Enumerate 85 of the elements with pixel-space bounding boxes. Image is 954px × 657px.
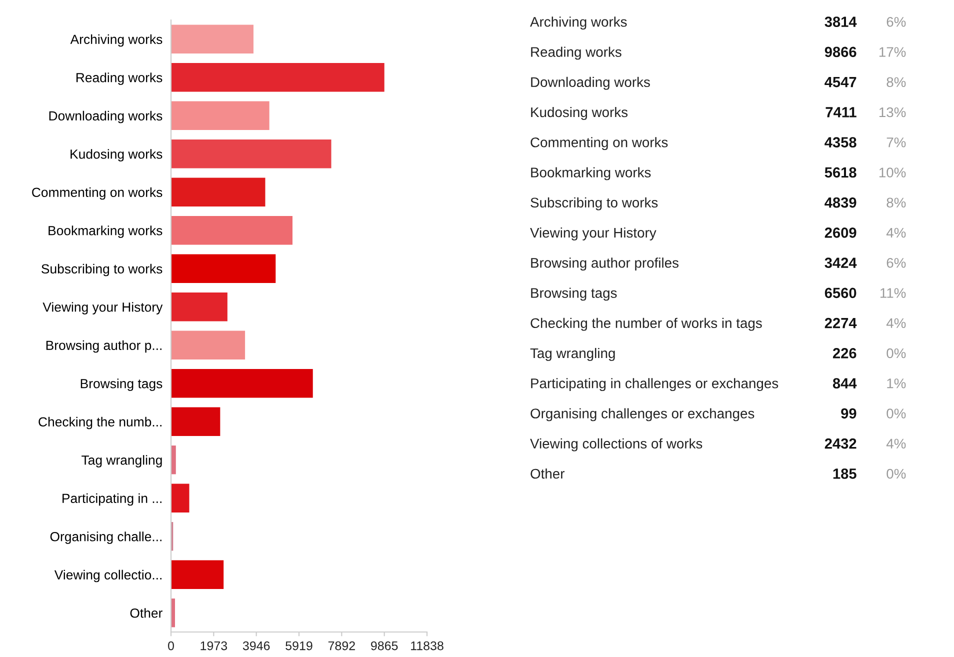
data-label: 185 [833,468,856,479]
x-tick-label: 9865 [371,641,398,650]
text: 0% [886,348,906,358]
data-label: 844 [832,378,857,388]
category-label: Kudosing works [531,106,628,120]
x-tick-label: 11838 [411,641,444,650]
category-label: Tag wrangling [530,348,615,361]
category-label: Downloading works [531,76,650,90]
category-label: Reading works [531,46,622,60]
category-label: Other [530,468,565,479]
bar [171,407,220,436]
text: 4% [886,318,906,328]
text: 4% [886,438,906,448]
bar [171,24,254,54]
data-label: 9866 [824,46,856,58]
data-label: 5618 [824,167,856,178]
category-label: Checking the number of works in tags [530,318,762,331]
data-label: 7411 [826,107,856,118]
text: 6% [886,16,906,27]
data-label: 99 [841,408,856,419]
text: 8% [886,198,906,208]
y-tick-label: Checking the numb... [38,416,162,430]
y-tick-label: Participating in ... [62,493,162,506]
data-label: 3814 [824,16,857,27]
category-label: Subscribing to works [530,197,658,210]
category-label: Viewing collections of works [530,438,702,452]
bar [171,140,332,168]
bar [171,178,266,206]
y-tick-label: Archiving works [70,34,162,47]
text: 11% [880,288,906,298]
y-tick-label: Reading works [76,72,162,85]
text: 7% [886,138,906,148]
y-tick-label: Subscribing to works [42,264,162,276]
y-tick-label: Viewing collectio... [54,570,162,582]
data-label: 2432 [824,438,856,449]
x-tick-label: 3946 [242,641,270,650]
y-tick-label: Commenting on works [32,187,162,200]
y-tick-label: Viewing your History [42,302,163,314]
bar [171,63,384,92]
bar [171,101,270,130]
data-label: 4547 [824,77,856,88]
text: 4% [886,228,906,238]
bar [171,254,276,283]
bar [171,446,176,474]
text: 8% [886,77,906,88]
y-tick-label: Bookmarking works [48,226,162,238]
text: 13% [879,107,906,118]
data-label: 6560 [824,288,856,298]
category-label: Bookmarking works [531,167,651,180]
bar [171,369,313,398]
category-label: Participating in challenges or exchanges [531,378,778,392]
data-label: 4839 [824,197,856,208]
y-tick-label: Browsing author p... [46,340,162,353]
x-tick-label: 1973 [200,641,228,650]
text: 6% [886,258,906,268]
data-label: 226 [832,348,856,358]
category-label: Organising challenges or exchanges [530,408,754,422]
x-tick-label: 5919 [286,641,312,650]
y-tick-label: Other [130,608,162,618]
category-label: Commenting on works [530,137,668,150]
bar [171,216,292,245]
bar [171,292,228,322]
x-tick-label: 7892 [328,641,355,650]
data-label: 2609 [824,228,856,238]
text: 0% [886,468,906,479]
y-tick-label: Tag wrangling [82,455,162,468]
y-tick-label: Kudosing works [70,149,162,162]
x-tick-label: 0 [168,641,174,650]
data-label: 2274 [824,318,857,328]
data-label: 3424 [824,258,857,268]
category-label: Viewing your History [530,227,656,240]
y-tick-label: Browsing tags [80,378,162,391]
text: 17% [879,47,906,57]
bar [171,560,224,589]
category-label: Browsing tags [531,288,617,301]
text: 1% [887,378,906,388]
y-tick-label: Organising challe... [50,532,162,544]
text: 10% [879,168,906,178]
bar [171,330,246,360]
bar [171,484,190,512]
y-tick-label: Downloading works [49,110,162,124]
category-label: Browsing author profiles [531,258,678,271]
data-label: 4358 [824,137,856,148]
category-label: Archiving works [530,16,627,30]
text: 0% [886,408,906,418]
